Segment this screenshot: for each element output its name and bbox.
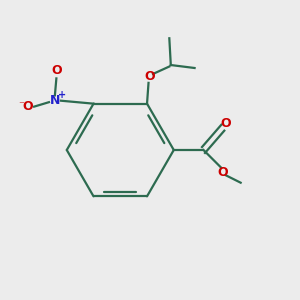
Text: O: O xyxy=(220,117,231,130)
Text: +: + xyxy=(58,90,66,100)
Text: N: N xyxy=(50,94,60,107)
Text: ⁻: ⁻ xyxy=(18,100,24,110)
Text: O: O xyxy=(145,70,155,83)
Text: O: O xyxy=(51,64,62,77)
Text: O: O xyxy=(23,100,34,113)
Text: O: O xyxy=(218,166,228,179)
